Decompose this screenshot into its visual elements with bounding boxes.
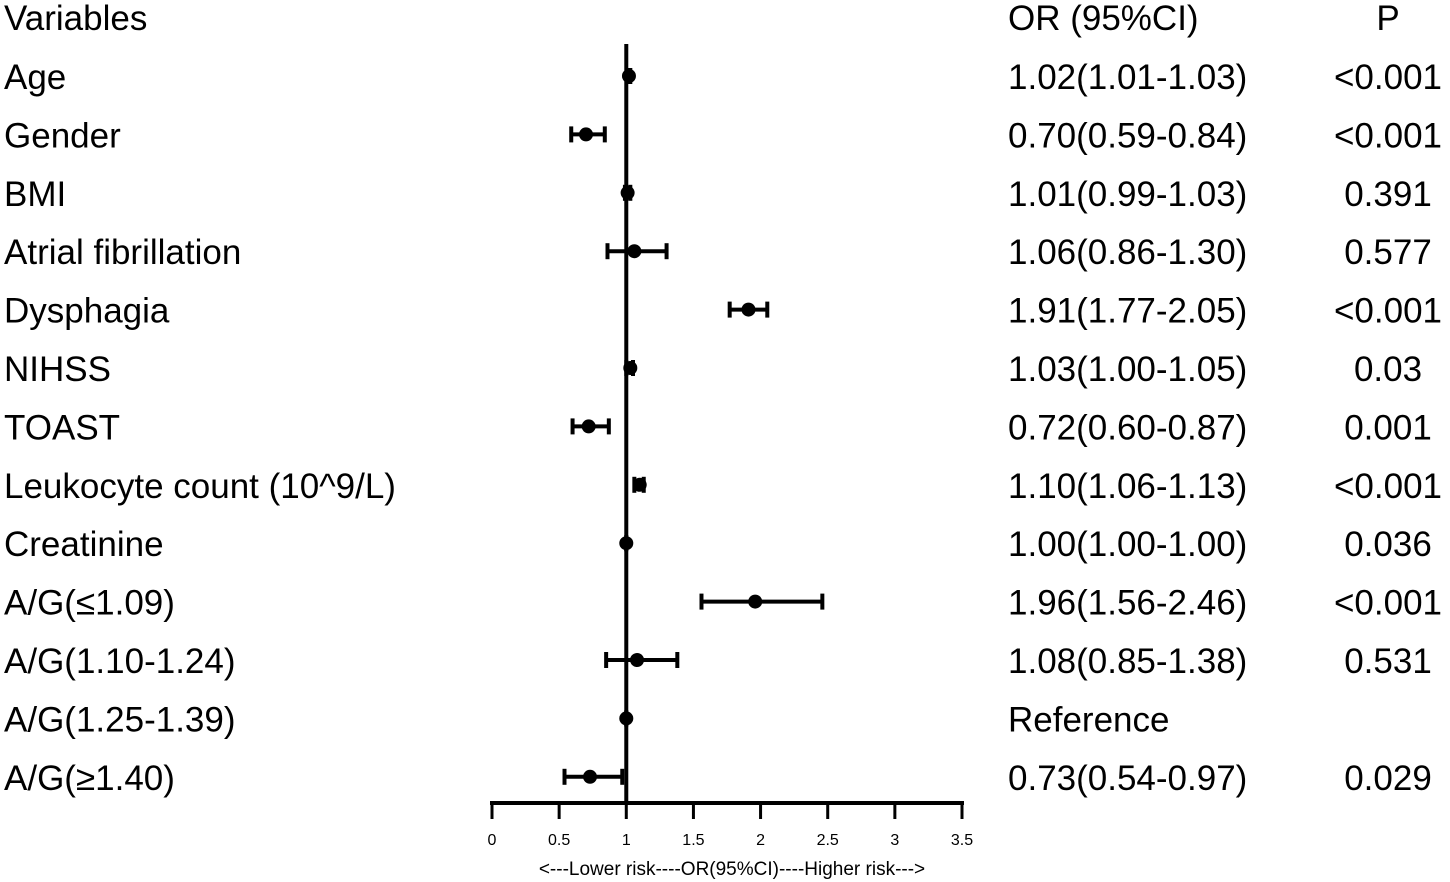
x-axis: 0 0.5 1 1.5 2 2.5 3 3.5 <---Lower risk----OR(95%… — [488, 44, 973, 880]
or-point — [748, 594, 763, 609]
p-value: 0.577 — [1344, 233, 1432, 272]
or-value: 1.10(1.06-1.13) — [1008, 467, 1247, 506]
or-value: 0.70(0.59-0.84) — [1008, 116, 1247, 155]
row-label: Gender — [4, 116, 121, 155]
row-label: A/G(≤1.09) — [4, 584, 175, 623]
forest-row: TOAST 0.72(0.60-0.87) 0.001 — [4, 408, 1432, 447]
row-label: Dysphagia — [4, 292, 170, 331]
forest-row: Gender 0.70(0.59-0.84) <0.001 — [4, 116, 1442, 155]
forest-row: A/G(≥1.40) 0.73(0.54-0.97) 0.029 — [4, 759, 1432, 798]
row-label: TOAST — [4, 408, 120, 447]
rows: Age 1.02(1.01-1.03) <0.001 Gender 0.70(0.59-… — [4, 58, 1442, 798]
or-value: 1.03(1.00-1.05) — [1008, 350, 1247, 389]
or-point — [632, 477, 647, 492]
or-value: 1.91(1.77-2.05) — [1008, 292, 1247, 331]
or-value: 1.96(1.56-2.46) — [1008, 584, 1247, 623]
row-label: A/G(1.25-1.39) — [4, 700, 236, 739]
or-point — [579, 127, 593, 142]
forest-row: Creatinine 1.00(1.00-1.00) 0.036 — [4, 525, 1432, 564]
p-value: 0.391 — [1344, 175, 1432, 214]
forest-row: A/G(1.25-1.39) Reference — [4, 700, 1169, 739]
or-value: 0.73(0.54-0.97) — [1008, 759, 1247, 798]
or-point — [621, 69, 636, 83]
header-p: P — [1376, 0, 1399, 38]
forest-row: Leukocyte count (10^9/L) 1.10(1.06-1.13) <… — [4, 467, 1442, 506]
or-value: 1.02(1.01-1.03) — [1008, 58, 1247, 97]
forest-row: A/G(1.10-1.24) 1.08(0.85-1.38) 0.531 — [4, 642, 1432, 681]
p-value: 0.029 — [1344, 759, 1432, 798]
row-label: Age — [4, 58, 66, 97]
x-tick-label: 2 — [756, 832, 765, 849]
row-label: Atrial fibrillation — [4, 233, 241, 272]
row-label: A/G(1.10-1.24) — [4, 642, 236, 681]
x-axis-label: <---Lower risk----OR(95%CI)----Higher ri… — [539, 859, 925, 880]
forest-row: NIHSS 1.03(1.00-1.05) 0.03 — [4, 350, 1422, 389]
x-tick-label: 0 — [488, 832, 497, 849]
or-point — [581, 419, 596, 434]
forest-row: Age 1.02(1.01-1.03) <0.001 — [4, 58, 1442, 97]
forest-row: Atrial fibrillation 1.06(0.86-1.30) 0.577 — [4, 233, 1432, 272]
or-point — [741, 302, 756, 317]
or-point — [630, 653, 645, 667]
row-label: Leukocyte count (10^9/L) — [4, 467, 396, 506]
header-or: OR (95%CI) — [1008, 0, 1199, 38]
x-tick-label: 2.5 — [817, 832, 839, 849]
p-value: 0.03 — [1354, 350, 1422, 389]
column-headers: Variables OR (95%CI) P — [4, 0, 1400, 38]
or-value: 1.00(1.00-1.00) — [1008, 525, 1247, 564]
or-value: 1.08(0.85-1.38) — [1008, 642, 1247, 681]
p-value: <0.001 — [1334, 584, 1442, 623]
forest-row: A/G(≤1.09) 1.96(1.56-2.46) <0.001 — [4, 584, 1442, 623]
x-tick-label: 1.5 — [682, 832, 704, 849]
or-point — [627, 244, 642, 259]
row-label: A/G(≥1.40) — [4, 759, 175, 798]
row-label: NIHSS — [4, 350, 111, 389]
x-tick-label: 3.5 — [951, 832, 973, 849]
x-tick-label: 0.5 — [548, 832, 570, 849]
row-label: Creatinine — [4, 525, 164, 564]
p-value: <0.001 — [1334, 116, 1442, 155]
or-value: 1.06(0.86-1.30) — [1008, 233, 1247, 272]
p-value: 0.036 — [1344, 525, 1432, 564]
or-value: Reference — [1008, 700, 1169, 739]
p-value: 0.531 — [1344, 642, 1432, 681]
row-label: BMI — [4, 175, 66, 214]
or-value: 0.72(0.60-0.87) — [1008, 408, 1247, 447]
p-value: <0.001 — [1334, 58, 1442, 97]
forest-row: BMI 1.01(0.99-1.03) 0.391 — [4, 175, 1432, 214]
p-value: 0.001 — [1344, 408, 1432, 447]
header-variables: Variables — [4, 0, 147, 38]
x-tick-label: 1 — [622, 832, 631, 849]
p-value: <0.001 — [1334, 292, 1442, 331]
x-tick-label: 3 — [890, 832, 899, 849]
forest-row: Dysphagia 1.91(1.77-2.05) <0.001 — [4, 292, 1442, 331]
p-value: <0.001 — [1334, 467, 1442, 506]
or-value: 1.01(0.99-1.03) — [1008, 175, 1247, 214]
or-point — [583, 769, 598, 784]
